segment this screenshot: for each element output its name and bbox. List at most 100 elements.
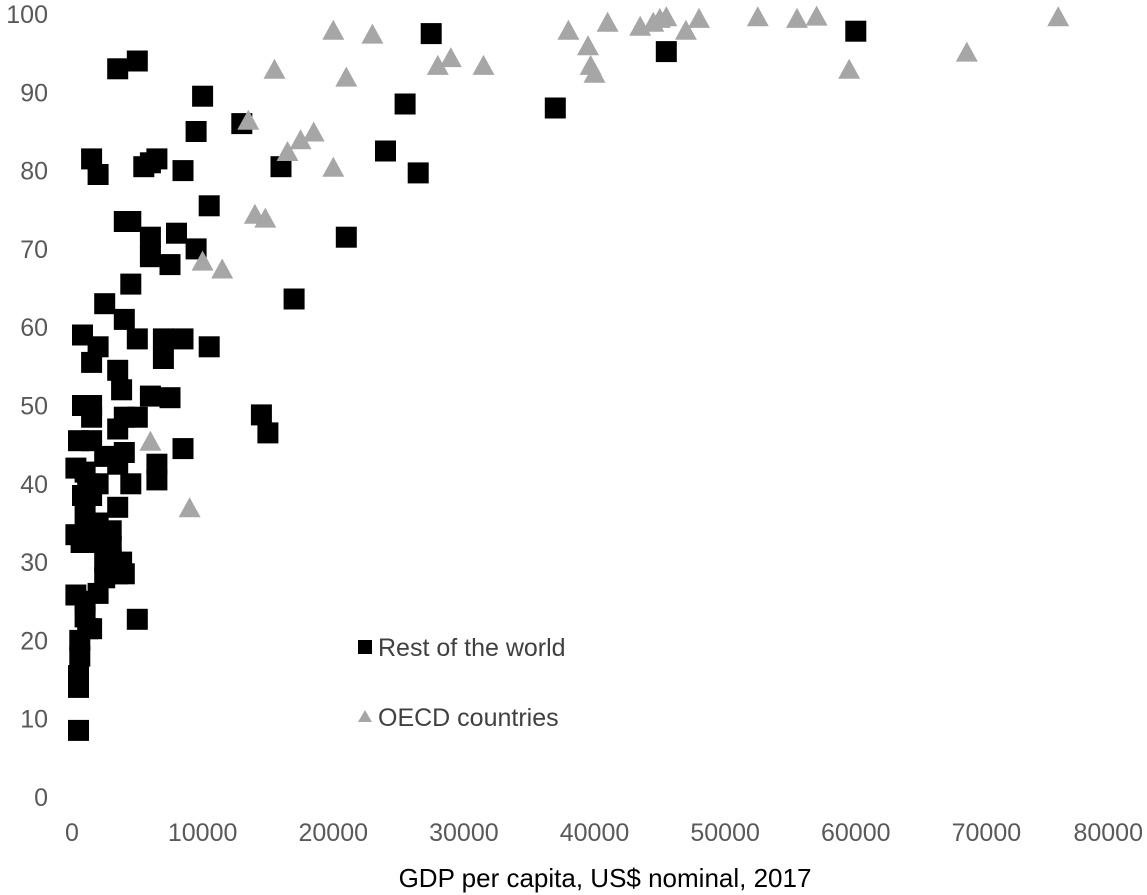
x-axis-title: GDP per capita, US$ nominal, 2017	[399, 863, 812, 893]
data-point-oecd-countries	[746, 6, 769, 27]
data-point-rest-of-the-world	[146, 453, 168, 475]
data-point-oecd-countries	[335, 66, 358, 87]
data-point-rest-of-the-world	[257, 422, 279, 444]
data-point-rest-of-the-world	[94, 293, 116, 315]
y-tick-label: 0	[34, 784, 48, 812]
data-point-rest-of-the-world	[113, 308, 135, 330]
legend-marker-square	[358, 640, 372, 654]
data-point-rest-of-the-world	[139, 385, 161, 407]
y-tick-label: 10	[20, 706, 48, 734]
data-point-oecd-countries	[674, 19, 697, 40]
data-point-rest-of-the-world	[198, 195, 220, 217]
data-point-rest-of-the-world	[139, 246, 161, 268]
data-point-oecd-countries	[211, 258, 234, 279]
data-point-rest-of-the-world	[120, 473, 142, 495]
data-point-oecd-countries	[596, 11, 619, 32]
data-point-oecd-countries	[955, 41, 978, 62]
data-point-rest-of-the-world	[113, 442, 135, 463]
data-point-oecd-countries	[322, 156, 345, 177]
data-point-rest-of-the-world	[74, 461, 96, 483]
y-tick-label: 20	[20, 627, 48, 655]
data-point-oecd-countries	[191, 250, 214, 271]
data-point-rest-of-the-world	[107, 496, 129, 518]
data-point-rest-of-the-world	[120, 211, 142, 232]
data-point-rest-of-the-world	[172, 438, 194, 460]
data-point-rest-of-the-world	[845, 20, 867, 42]
data-point-oecd-countries	[254, 207, 277, 228]
data-point-rest-of-the-world	[335, 226, 357, 248]
data-point-rest-of-the-world	[283, 288, 305, 310]
legend-label-oecd-countries: OECD countries	[378, 704, 559, 732]
data-point-rest-of-the-world	[198, 336, 220, 358]
data-point-rest-of-the-world	[126, 608, 148, 630]
data-point-oecd-countries	[439, 47, 462, 68]
data-point-rest-of-the-world	[159, 254, 181, 276]
x-tick-label: 0	[65, 819, 79, 847]
series-oecd-countries	[139, 5, 1070, 518]
data-point-rest-of-the-world	[407, 162, 429, 184]
data-point-rest-of-the-world	[126, 328, 148, 350]
data-point-rest-of-the-world	[81, 395, 103, 416]
data-point-oecd-countries	[472, 54, 495, 75]
data-point-oecd-countries	[139, 430, 162, 451]
data-point-rest-of-the-world	[111, 379, 133, 401]
y-tick-label: 80	[20, 158, 48, 186]
x-axis-ticks: 0 10000 20000 30000 40000 50000 60000 70000 8000…	[65, 819, 1143, 847]
data-point-rest-of-the-world	[192, 85, 214, 107]
data-point-rest-of-the-world	[81, 148, 103, 170]
data-point-rest-of-the-world	[172, 160, 194, 182]
data-point-oecd-countries	[688, 7, 710, 28]
data-point-rest-of-the-world	[74, 504, 96, 526]
data-point-oecd-countries	[838, 58, 861, 79]
y-tick-label: 60	[20, 314, 48, 342]
data-point-rest-of-the-world	[375, 140, 396, 162]
x-tick-label: 30000	[429, 819, 499, 847]
data-point-rest-of-the-world	[120, 273, 142, 295]
data-point-rest-of-the-world	[81, 430, 103, 452]
series-rest-of-the-world	[65, 20, 867, 741]
data-point-oecd-countries	[178, 497, 201, 518]
data-point-oecd-countries	[263, 58, 286, 79]
x-tick-label: 50000	[690, 819, 760, 847]
x-tick-label: 70000	[952, 819, 1022, 847]
data-point-rest-of-the-world	[126, 50, 148, 72]
y-tick-label: 40	[20, 471, 48, 499]
y-tick-label: 90	[20, 79, 48, 107]
data-point-rest-of-the-world	[172, 328, 194, 350]
x-tick-label: 20000	[298, 819, 368, 847]
data-point-rest-of-the-world	[544, 97, 566, 119]
data-point-oecd-countries	[583, 62, 606, 83]
data-point-rest-of-the-world	[107, 359, 129, 381]
data-point-oecd-countries	[655, 6, 678, 27]
data-point-rest-of-the-world	[68, 665, 89, 687]
x-tick-label: 80000	[1073, 819, 1143, 847]
data-point-rest-of-the-world	[139, 226, 161, 248]
data-point-oecd-countries	[276, 141, 299, 161]
y-axis-ticks: 0 10 20 30 40 50 60 70 80 90 100	[6, 1, 48, 812]
data-point-rest-of-the-world	[152, 348, 174, 369]
legend-label-rest-of-the-world: Rest of the world	[378, 634, 566, 662]
data-point-rest-of-the-world	[70, 532, 92, 553]
x-tick-label: 40000	[560, 819, 630, 847]
data-point-rest-of-the-world	[107, 58, 129, 80]
data-point-oecd-countries	[786, 7, 808, 28]
y-tick-label: 100	[6, 1, 48, 29]
data-point-oecd-countries	[361, 23, 384, 44]
data-point-rest-of-the-world	[159, 387, 181, 409]
data-point-oecd-countries	[237, 109, 260, 130]
data-point-rest-of-the-world	[185, 121, 207, 142]
data-point-rest-of-the-world	[250, 404, 272, 426]
data-point-oecd-countries	[426, 54, 449, 75]
data-point-rest-of-the-world	[655, 41, 677, 63]
data-point-rest-of-the-world	[394, 93, 416, 115]
data-point-rest-of-the-world	[166, 222, 187, 244]
legend-marker-triangle	[358, 710, 372, 722]
y-tick-label: 30	[20, 549, 48, 577]
data-point-oecd-countries	[289, 129, 312, 150]
data-point-oecd-countries	[322, 19, 345, 40]
data-point-oecd-countries	[302, 121, 325, 142]
x-tick-label: 60000	[821, 819, 891, 847]
data-point-rest-of-the-world	[270, 156, 292, 178]
data-point-rest-of-the-world	[420, 23, 442, 45]
